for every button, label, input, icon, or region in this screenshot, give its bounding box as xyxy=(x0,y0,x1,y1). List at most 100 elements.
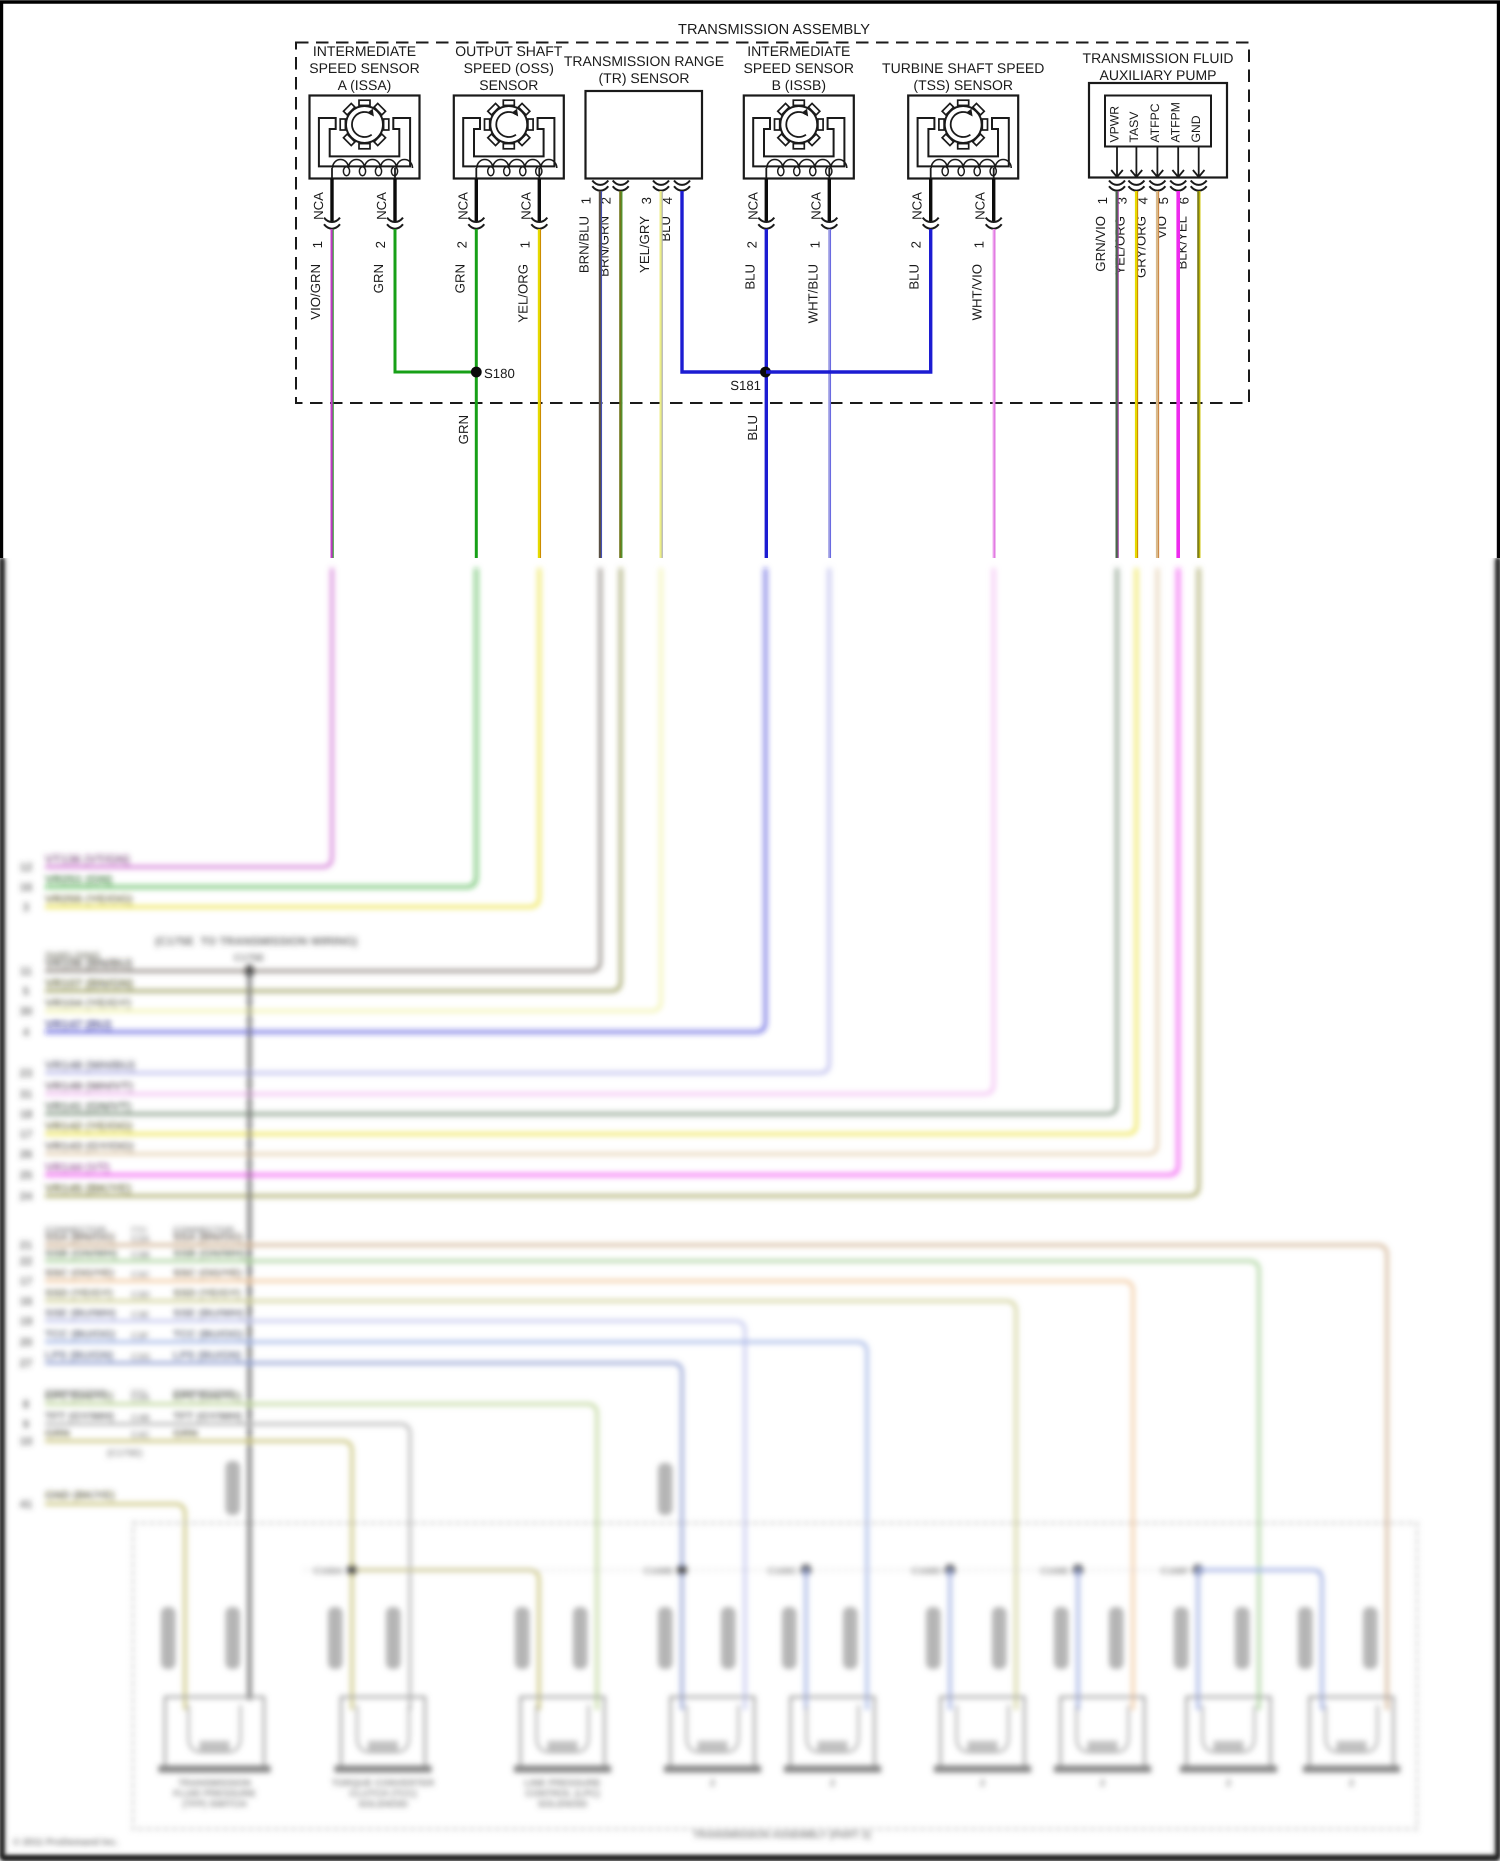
svg-text:2: 2 xyxy=(599,197,614,204)
svg-text:NCA: NCA xyxy=(455,192,470,220)
svg-text:SSA (BN/OG): SSA (BN/OG) xyxy=(45,1232,115,1244)
svg-text:4: 4 xyxy=(23,1027,30,1039)
svg-text:21: 21 xyxy=(20,1240,33,1252)
svg-text:2: 2 xyxy=(1226,1778,1231,1789)
svg-text:PIN: PIN xyxy=(131,1225,147,1236)
svg-text:(TR) SENSOR: (TR) SENSOR xyxy=(599,70,690,86)
svg-text:TFT (GY/WH): TFT (GY/WH) xyxy=(45,1411,114,1423)
svg-text:TRANSMISSION RANGE: TRANSMISSION RANGE xyxy=(564,53,724,69)
svg-text:BRN/BLU: BRN/BLU xyxy=(576,216,591,273)
svg-text:VR144 (VT): VR144 (VT) xyxy=(45,1161,109,1175)
svg-text:19: 19 xyxy=(20,1316,33,1328)
svg-text:TRANSMISSION: TRANSMISSION xyxy=(178,1778,251,1789)
svg-text:PIN: PIN xyxy=(131,1388,147,1399)
svg-text:FLUID PRESSURE: FLUID PRESSURE xyxy=(173,1789,256,1800)
svg-text:1: 1 xyxy=(578,197,593,204)
svg-text:B (ISSB): B (ISSB) xyxy=(772,77,826,93)
svg-text:TCC (BU/OG): TCC (BU/OG) xyxy=(45,1329,115,1341)
svg-text:9: 9 xyxy=(23,1419,29,1431)
svg-text:2: 2 xyxy=(980,1778,985,1789)
svg-text:GRN: GRN xyxy=(452,264,467,293)
svg-text:VR251 (GN): VR251 (GN) xyxy=(45,873,112,887)
svg-text:16: 16 xyxy=(20,882,33,894)
svg-text:C4B: C4B xyxy=(131,1413,150,1424)
svg-text:© 2011 ProDemand Inc.: © 2011 ProDemand Inc. xyxy=(13,1837,118,1848)
svg-text:EPC (GN/YE): EPC (GN/YE) xyxy=(45,1391,114,1403)
svg-text:CONNECTOR: CONNECTOR xyxy=(45,1388,106,1399)
svg-text:AUXILIARY PUMP: AUXILIARY PUMP xyxy=(1100,67,1217,83)
svg-text:TRANSMISSION FLUID: TRANSMISSION FLUID xyxy=(1083,50,1234,66)
svg-text:3: 3 xyxy=(1114,197,1129,204)
svg-text:(C175E TO TRANSMISSION WIRING: (C175E TO TRANSMISSION WIRING) xyxy=(155,936,358,948)
svg-text:TFT (GY/WH): TFT (GY/WH) xyxy=(173,1411,242,1423)
svg-text:WHT/VIO: WHT/VIO xyxy=(970,264,985,320)
svg-text:NCA: NCA xyxy=(745,192,760,220)
svg-text:VR143 (GY/OG): VR143 (GY/OG) xyxy=(45,1140,134,1154)
svg-text:SENSOR: SENSOR xyxy=(479,77,538,93)
svg-text:LPS (BU/GN): LPS (BU/GN) xyxy=(173,1350,242,1362)
svg-text:TCC (BU/OG): TCC (BU/OG) xyxy=(173,1329,243,1341)
svg-text:C3G: C3G xyxy=(131,1352,151,1363)
svg-text:4: 4 xyxy=(1135,197,1150,204)
svg-text:CONNECTOR: CONNECTOR xyxy=(173,1388,234,1399)
svg-text:4: 4 xyxy=(660,197,675,204)
svg-text:SSE (BU/WH): SSE (BU/WH) xyxy=(173,1308,244,1320)
svg-text:2: 2 xyxy=(1349,1778,1354,1789)
svg-text:1: 1 xyxy=(972,241,987,248)
svg-text:CONNECTOR: CONNECTOR xyxy=(45,1225,106,1236)
svg-text:INTERMEDIATE: INTERMEDIATE xyxy=(313,43,416,59)
svg-text:C3D: C3D xyxy=(131,1290,150,1301)
svg-text:(C175E): (C175E) xyxy=(107,1448,142,1459)
svg-text:TRANSMISSION ASSEMBLY (PART 2): TRANSMISSION ASSEMBLY (PART 2) xyxy=(693,1830,871,1841)
svg-text:12: 12 xyxy=(20,862,33,874)
svg-text:VR145 (BK/YE): VR145 (BK/YE) xyxy=(45,1182,131,1196)
svg-text:SOLENOID: SOLENOID xyxy=(538,1799,588,1810)
svg-text:(TSS) SENSOR: (TSS) SENSOR xyxy=(913,77,1013,93)
svg-text:OUTPUT SHAFT: OUTPUT SHAFT xyxy=(455,43,563,59)
svg-text:20: 20 xyxy=(20,1337,33,1349)
svg-text:SSC (OG/YE): SSC (OG/YE) xyxy=(173,1268,242,1280)
svg-text:C175E: C175E xyxy=(234,953,265,964)
svg-text:GRN: GRN xyxy=(45,1428,70,1440)
svg-text:TASV: TASV xyxy=(1127,111,1141,143)
svg-text:2: 2 xyxy=(710,1778,715,1789)
svg-text:SSE (BU/WH): SSE (BU/WH) xyxy=(45,1308,116,1320)
svg-text:18: 18 xyxy=(20,1109,33,1121)
svg-text:YEL/GRY: YEL/GRY xyxy=(637,216,652,273)
svg-text:2: 2 xyxy=(744,241,759,248)
svg-text:TORQUE CONVERTER: TORQUE CONVERTER xyxy=(332,1778,435,1789)
svg-text:SSD (YE/GY): SSD (YE/GY) xyxy=(45,1288,113,1300)
svg-text:C3B: C3B xyxy=(131,1250,150,1261)
svg-text:SHIELDING: SHIELDING xyxy=(45,951,101,962)
svg-text:VPWR: VPWR xyxy=(1108,106,1122,143)
svg-text:10: 10 xyxy=(20,1436,33,1448)
svg-text:C168F: C168F xyxy=(1160,1566,1189,1577)
svg-text:5: 5 xyxy=(23,986,30,998)
svg-text:C3A: C3A xyxy=(131,1234,150,1245)
svg-text:INTERMEDIATE: INTERMEDIATE xyxy=(747,43,850,59)
svg-text:SSD (YE/GY): SSD (YE/GY) xyxy=(173,1288,241,1300)
svg-text:30: 30 xyxy=(20,1006,33,1018)
svg-text:VR142 (YE/OG): VR142 (YE/OG) xyxy=(45,1120,132,1134)
svg-text:EPC (GN/YE): EPC (GN/YE) xyxy=(173,1391,242,1403)
svg-text:26: 26 xyxy=(20,1149,33,1161)
svg-text:NCA: NCA xyxy=(311,192,326,220)
svg-text:VR107 (BN/GN): VR107 (BN/GN) xyxy=(45,977,133,991)
svg-text:C3F: C3F xyxy=(131,1331,149,1342)
svg-text:CONNECTOR: CONNECTOR xyxy=(173,1225,234,1236)
svg-text:22: 22 xyxy=(20,1256,33,1268)
svg-text:1: 1 xyxy=(517,241,532,248)
svg-text:VR141 (GN/VT): VR141 (GN/VT) xyxy=(45,1100,131,1114)
svg-text:GRN: GRN xyxy=(456,415,471,444)
svg-text:VT136 (VT/GN): VT136 (VT/GN) xyxy=(45,853,130,867)
svg-text:C168B: C168B xyxy=(643,1566,673,1577)
svg-text:GND (BK/YE): GND (BK/YE) xyxy=(45,1490,115,1502)
svg-text:41: 41 xyxy=(20,1499,33,1511)
svg-text:5: 5 xyxy=(1156,197,1171,204)
svg-text:S181: S181 xyxy=(730,378,761,393)
svg-text:WHT/BLU: WHT/BLU xyxy=(805,264,820,323)
svg-text:17: 17 xyxy=(20,1129,33,1141)
svg-text:23: 23 xyxy=(20,1068,33,1080)
svg-text:LINE PRESSURE: LINE PRESSURE xyxy=(524,1778,601,1789)
svg-text:SSB (GN/WH): SSB (GN/WH) xyxy=(45,1248,117,1260)
